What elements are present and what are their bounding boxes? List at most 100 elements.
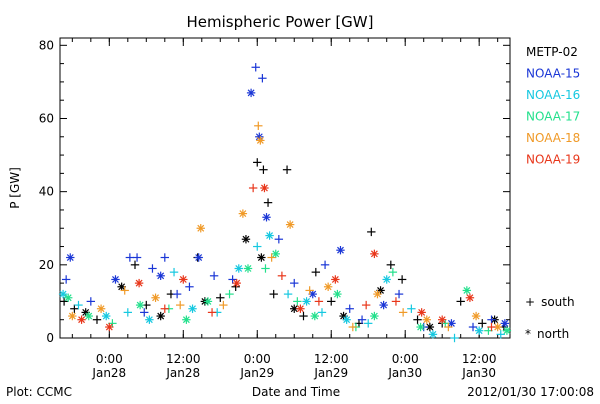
data-point-north (308, 289, 317, 299)
x-tick-time-label: 12:00 (462, 352, 497, 366)
data-point-south (148, 264, 157, 273)
data-point-south (263, 198, 273, 207)
data-point-north (342, 315, 351, 324)
data-point-south (160, 253, 169, 262)
y-tick-label: 0 (46, 331, 54, 345)
y-tick-label: 40 (39, 185, 54, 199)
data-point-south (267, 253, 276, 262)
data-point-north (179, 275, 188, 284)
data-point-south (444, 322, 453, 332)
data-point-north (336, 245, 345, 255)
x-tick-time-label: 12:00 (166, 352, 201, 366)
data-point-south (176, 300, 185, 310)
data-point-south (160, 304, 169, 313)
data-point-north (370, 311, 379, 321)
data-point-south (70, 304, 79, 313)
data-point-south (311, 267, 321, 277)
data-point-north (373, 289, 382, 299)
data-point-north (241, 235, 251, 244)
legend-item: NOAA-17 (526, 110, 580, 124)
data-point-south (123, 308, 133, 317)
data-point-north (243, 264, 253, 273)
data-point-north (370, 249, 379, 259)
data-point-south (228, 275, 237, 284)
data-point-north (331, 275, 340, 284)
data-point-south (394, 289, 404, 299)
data-point-south (397, 275, 407, 284)
x-tick-date-label: Jan30 (387, 366, 422, 380)
x-tick-time-label: 0:00 (96, 352, 123, 366)
data-point-north (382, 275, 391, 284)
data-point-south (487, 322, 496, 332)
data-point-south (225, 289, 234, 299)
data-point-south (361, 300, 371, 310)
data-point-north (379, 300, 388, 310)
data-point-south (293, 297, 302, 306)
legend-item: NOAA-15 (526, 67, 580, 81)
data-point-south (216, 293, 225, 302)
data-point-north (77, 315, 86, 324)
data-point-north (102, 311, 111, 321)
x-tick-date-label: Jan30 (461, 366, 496, 380)
plot-credit: Plot: CCMC (6, 385, 72, 399)
data-point-north (333, 289, 342, 299)
chart-title: Hemispheric Power [GW] (187, 13, 374, 31)
data-point-south (478, 319, 487, 328)
x-axis: 0:00Jan2812:00Jan280:00Jan2912:00Jan290:… (71, 38, 499, 380)
x-axis-label: Date and Time (252, 385, 340, 399)
data-point-south (398, 308, 408, 317)
data-point-north (471, 311, 481, 321)
data-point-south (92, 315, 102, 324)
data-point-north (310, 311, 319, 321)
data-point-south (456, 297, 465, 306)
data-point-north (417, 308, 426, 317)
data-point-south (282, 165, 292, 174)
legend-item: METP-02 (526, 45, 578, 59)
data-point-north (188, 304, 197, 313)
y-tick-label: 20 (39, 258, 54, 272)
data-point-north (437, 315, 447, 324)
data-point-south (290, 278, 299, 288)
data-point-south (86, 297, 96, 306)
data-point-north (323, 282, 333, 291)
data-point-south (407, 304, 416, 313)
y-axis: 0 20 40 60 80 (39, 38, 510, 345)
legend: METP-02 NOAA-15 NOAA-16 NOAA-17 NOAA-18 NOAA-… (525, 45, 580, 341)
data-point-north (96, 304, 106, 313)
x-tick-time-label: 0:00 (244, 352, 271, 366)
x-tick-date-label: Jan29 (239, 366, 274, 380)
data-point-south (468, 322, 478, 332)
data-point-north (58, 289, 68, 299)
data-point-south (261, 264, 270, 273)
data-point-south (251, 63, 260, 72)
data-point-south (269, 289, 278, 299)
data-point-south (317, 308, 327, 317)
data-point-south (364, 319, 373, 328)
data-point-south (59, 297, 69, 306)
data-point-south (132, 253, 142, 262)
data-point-north (105, 322, 114, 332)
data-point-north (135, 300, 145, 310)
data-point-north (262, 213, 271, 222)
marker-legend-item: + south (525, 295, 575, 309)
x-tick-time-label: 12:00 (314, 352, 349, 366)
x-tick-date-label: Jan28 (91, 366, 126, 380)
data-point-south (207, 308, 217, 317)
data-point-south (277, 271, 287, 281)
y-tick-label: 60 (39, 111, 54, 125)
data-point-south (391, 297, 401, 306)
data-point-south (185, 282, 194, 291)
data-points (58, 63, 512, 343)
data-point-south (209, 271, 219, 281)
data-point-south (253, 158, 262, 167)
data-point-south (496, 330, 505, 339)
data-point-north (68, 311, 77, 321)
data-point-south (61, 275, 71, 284)
data-point-south (367, 227, 376, 237)
y-tick-label: 80 (39, 38, 54, 52)
data-point-south (450, 333, 459, 343)
data-point-north (66, 253, 75, 262)
data-point-south (320, 260, 330, 270)
data-point-south (130, 260, 140, 270)
